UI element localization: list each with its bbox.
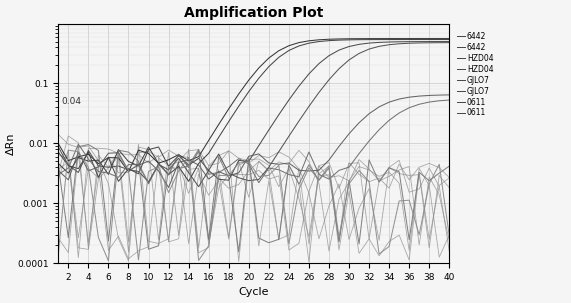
Text: 0.04: 0.04 [61,97,81,106]
Legend: 6442, 6442, HZD04, HZD04, GJLO7, GJLO7, 0611, 0611: 6442, 6442, HZD04, HZD04, GJLO7, GJLO7, … [457,32,493,118]
Y-axis label: ΔRn: ΔRn [6,132,15,155]
Title: Amplification Plot: Amplification Plot [184,5,323,20]
X-axis label: Cycle: Cycle [239,288,269,298]
